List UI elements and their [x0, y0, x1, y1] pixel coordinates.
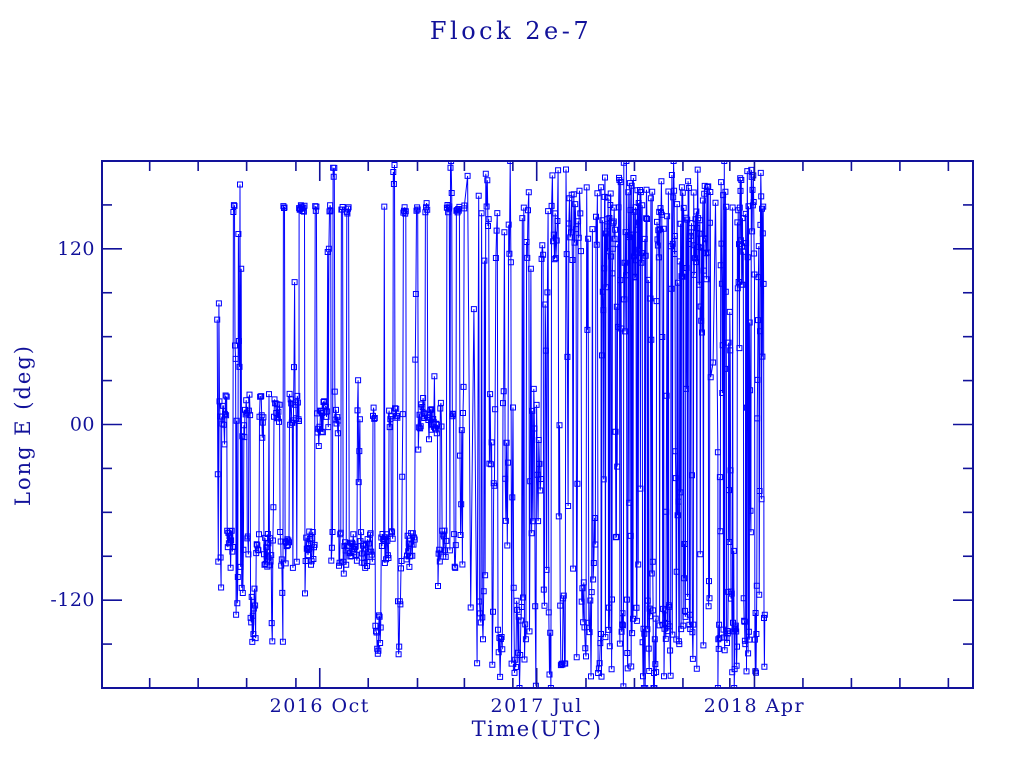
x-tick-label: 2016 Oct — [270, 695, 370, 717]
y-tick-label: -120 — [50, 589, 95, 611]
y-tick-label: 120 — [57, 238, 95, 260]
y-axis-label: Long E (deg) — [11, 344, 35, 506]
axes-layer: 2016 Oct 2017 Jul 2018 Apr 120 00 -120 — [50, 160, 974, 717]
x-tick-label: 2018 Apr — [704, 695, 805, 717]
chart-title: Flock 2e-7 — [430, 17, 592, 45]
x-tick-label: 2017 Jul — [491, 695, 583, 717]
x-axis-label: Time(UTC) — [472, 717, 603, 741]
y-tick-label: 00 — [70, 414, 95, 436]
data-markers — [214, 161, 768, 688]
data-series-layer — [214, 161, 768, 688]
